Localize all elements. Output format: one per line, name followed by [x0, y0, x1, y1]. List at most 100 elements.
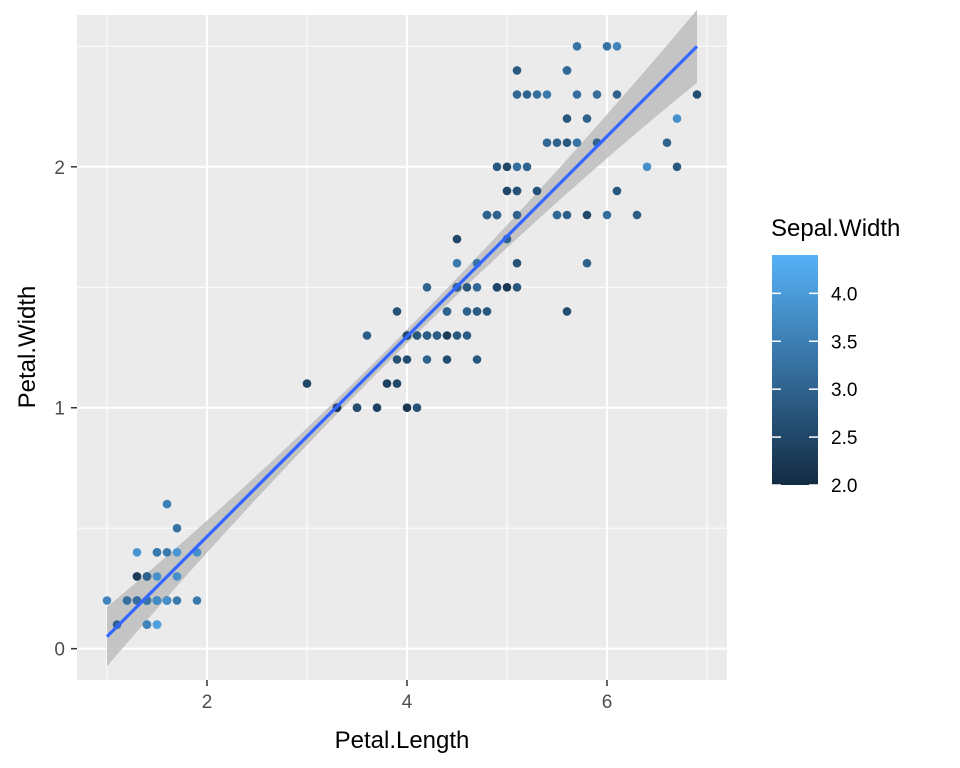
- data-point: [612, 186, 622, 196]
- data-point: [582, 210, 592, 220]
- data-point: [642, 162, 652, 172]
- trend-line: [105, 45, 699, 638]
- legend: Sepal.Width 4.0 3.5 3.0 2.5 2.0: [771, 215, 900, 497]
- data-point: [442, 355, 452, 364]
- y-axis-title: Petal.Width: [14, 286, 41, 409]
- data-point: [302, 379, 312, 388]
- data-point: [552, 138, 562, 147]
- data-point: [442, 307, 452, 316]
- data-point: [442, 331, 452, 340]
- y-tick-label: 0: [54, 640, 65, 661]
- data-point: [562, 66, 572, 75]
- data-point: [512, 210, 522, 220]
- data-point: [162, 499, 172, 509]
- data-point: [562, 210, 572, 220]
- data-point: [502, 186, 512, 196]
- data-point: [102, 596, 112, 605]
- data-point: [552, 210, 562, 220]
- data-point: [132, 572, 142, 581]
- confidence-band-layer: [107, 9, 697, 667]
- data-point: [412, 403, 422, 413]
- data-point: [392, 307, 402, 316]
- data-point: [172, 548, 182, 557]
- data-point: [422, 331, 432, 340]
- data-point: [402, 355, 412, 364]
- data-point: [572, 138, 582, 147]
- data-point: [172, 596, 182, 605]
- data-point: [172, 572, 182, 581]
- data-point: [192, 596, 202, 605]
- data-point: [612, 90, 622, 99]
- data-point: [472, 355, 482, 364]
- legend-tick-label: 4.0: [831, 284, 857, 305]
- data-point: [382, 379, 392, 388]
- data-point: [452, 258, 462, 268]
- data-point: [592, 90, 602, 99]
- data-point: [422, 355, 432, 364]
- y-tick-label: 1: [54, 399, 65, 420]
- data-point: [582, 258, 592, 268]
- data-point: [422, 283, 432, 292]
- data-point: [512, 258, 522, 268]
- data-point: [432, 331, 442, 340]
- x-tick-label: 4: [402, 692, 413, 713]
- data-point: [162, 548, 172, 557]
- data-point: [532, 90, 542, 99]
- data-point: [152, 548, 162, 557]
- data-point: [152, 620, 162, 629]
- data-point: [572, 42, 582, 51]
- data-point: [482, 210, 492, 220]
- data-point: [612, 42, 622, 51]
- x-axis-title: Petal.Length: [335, 727, 470, 754]
- data-point: [672, 162, 682, 172]
- data-point: [602, 210, 612, 220]
- data-point: [672, 114, 682, 123]
- data-point: [402, 403, 412, 413]
- data-point: [492, 162, 502, 172]
- legend-ticks: 4.0 3.5 3.0 2.5 2.0: [772, 284, 857, 497]
- data-point: [462, 307, 472, 316]
- data-point: [482, 307, 492, 316]
- confidence-band: [107, 9, 697, 667]
- data-point: [692, 90, 702, 99]
- data-point: [142, 572, 152, 581]
- legend-colorbar: [772, 255, 818, 485]
- data-point: [542, 90, 552, 99]
- data-point: [512, 186, 522, 196]
- legend-tick-label: 2.5: [831, 428, 857, 449]
- data-point: [162, 596, 172, 605]
- data-point: [662, 138, 672, 147]
- data-point: [492, 283, 502, 292]
- x-axis: 2 4 6: [202, 680, 613, 713]
- y-tick-label: 2: [54, 158, 65, 179]
- data-point: [632, 210, 642, 220]
- data-point: [562, 114, 572, 123]
- data-point: [152, 572, 162, 581]
- data-point: [522, 90, 532, 99]
- data-point: [352, 403, 362, 413]
- data-point: [472, 307, 482, 316]
- data-point: [362, 331, 372, 340]
- data-point: [452, 234, 462, 244]
- data-point: [372, 403, 382, 413]
- grid-major: [77, 15, 727, 680]
- data-point: [462, 283, 472, 292]
- data-point: [562, 138, 572, 147]
- data-point: [522, 162, 532, 172]
- x-tick-label: 6: [602, 692, 613, 713]
- data-point: [392, 355, 402, 364]
- data-point: [142, 620, 152, 629]
- y-axis: 0 1 2: [54, 158, 77, 661]
- data-point: [492, 210, 502, 220]
- data-point: [542, 138, 552, 147]
- legend-tick-label: 3.0: [831, 380, 857, 401]
- data-point: [392, 379, 402, 388]
- data-point: [512, 162, 522, 172]
- data-point: [152, 596, 162, 605]
- legend-tick-label: 3.5: [831, 332, 857, 353]
- data-point: [512, 66, 522, 75]
- data-point: [412, 331, 422, 340]
- data-point: [582, 114, 592, 123]
- data-point: [502, 283, 512, 292]
